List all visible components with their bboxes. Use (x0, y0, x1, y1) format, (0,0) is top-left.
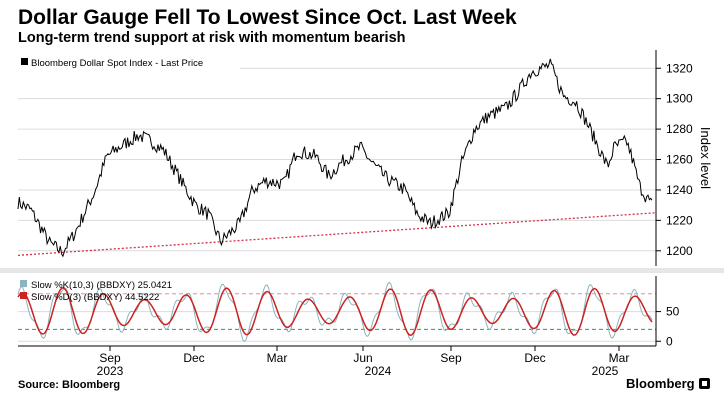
x-tick-label: Dec (524, 351, 545, 365)
oscillator-y-tick-label: 0 (666, 334, 673, 348)
price-legend-label: Bloomberg Dollar Spot Index - Last Price (31, 58, 203, 69)
price-y-tick-label: 1280 (666, 122, 693, 136)
x-tick-label: Sep (440, 351, 462, 365)
price-legend-swatch (21, 58, 28, 65)
x-year-label: 2025 (592, 364, 619, 378)
slow-k-legend: Slow %K(10,3) (BBDXY) 25.0421 (31, 280, 172, 291)
oscillator-y-axis: 0 50 (656, 305, 680, 349)
x-year-label: 2024 (365, 364, 392, 378)
slow-k-legend-swatch (20, 280, 27, 287)
slow-d-legend: Slow %D(3) (BBDXY) 44.5222 (31, 292, 159, 303)
y-axis-label: Index level (698, 127, 713, 189)
price-y-tick-label: 1220 (666, 213, 693, 227)
source-note: Source: Bloomberg (18, 379, 120, 391)
price-y-tick-label: 1320 (666, 61, 693, 75)
x-tick-label: Mar (267, 351, 288, 365)
oscillator-y-tick-label: 50 (666, 305, 680, 319)
x-tick-label: Jun (353, 351, 372, 365)
x-tick-label: Dec (183, 351, 204, 365)
price-panel (18, 50, 656, 266)
chart-canvas: 1200 1220 1240 1260 1280 1300 1320 Index level… (0, 0, 724, 406)
x-tick-label: Sep (99, 351, 121, 365)
x-tick-label: Mar (609, 351, 630, 365)
slow-d-legend-swatch (20, 292, 27, 299)
brand-logo: Bloomberg (626, 376, 710, 391)
brand-text: Bloomberg (626, 376, 695, 391)
x-axis-ticks: Sep Dec Mar Jun Sep Dec Mar 2023 2024 2025 (97, 346, 630, 378)
price-y-tick-label: 1240 (666, 183, 693, 197)
price-y-tick-label: 1200 (666, 244, 693, 258)
brand-mark-icon (699, 378, 710, 389)
panel-separator (0, 268, 724, 273)
price-y-axis: 1200 1220 1240 1260 1280 1300 1320 (656, 61, 693, 258)
x-year-label: 2023 (97, 364, 124, 378)
price-y-tick-label: 1260 (666, 153, 693, 167)
price-y-tick-label: 1300 (666, 92, 693, 106)
